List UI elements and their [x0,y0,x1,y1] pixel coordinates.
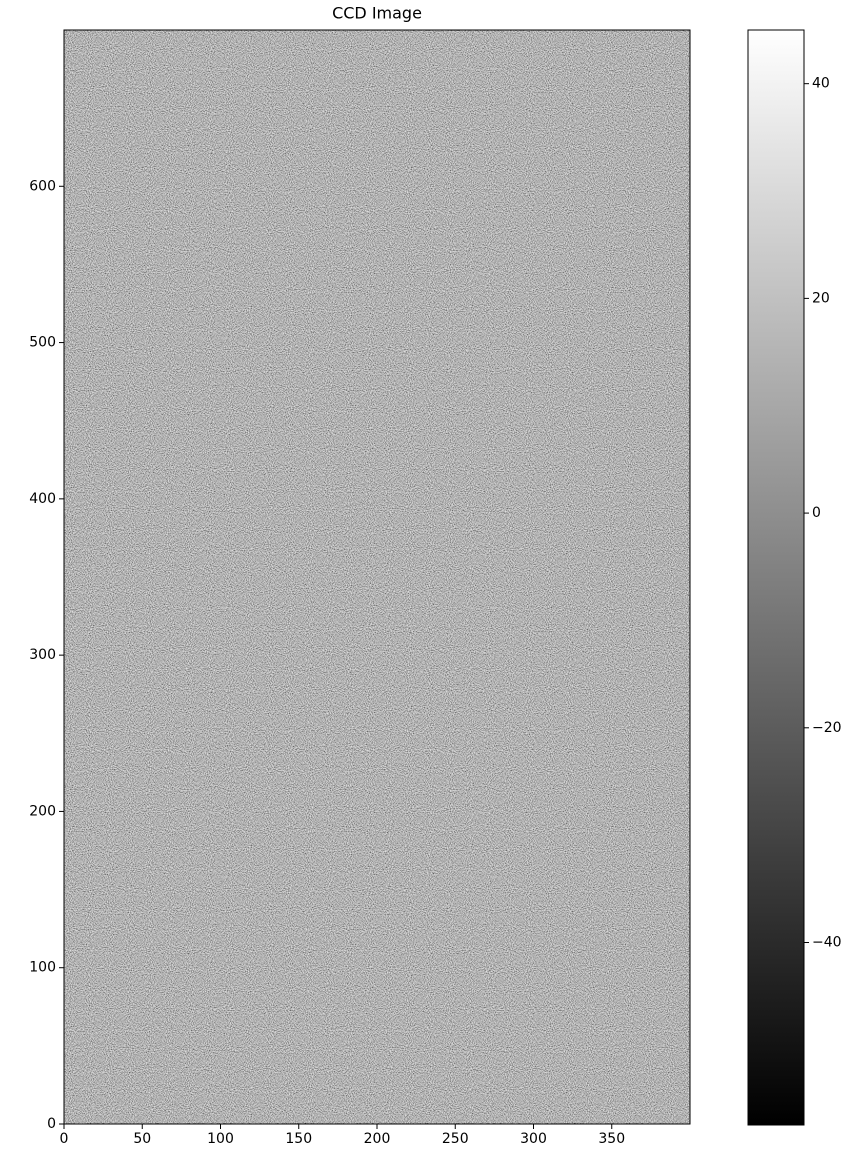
ccd-image [64,30,690,1124]
colorbar-tick-label: −40 [812,935,842,951]
x-tick-label: 0 [60,1131,69,1147]
colorbar-tick-label: 0 [812,505,821,521]
y-tick-label: 600 [29,178,56,194]
y-tick-label: 400 [29,491,56,507]
x-tick-label: 100 [207,1131,234,1147]
x-tick-label: 350 [598,1131,625,1147]
y-tick-label: 200 [29,803,56,819]
colorbar-tick-label: 20 [812,290,830,306]
x-tick-label: 300 [520,1131,547,1147]
colorbar-tick-label: −20 [812,720,842,736]
colorbar-tick-label: 40 [812,76,830,92]
x-tick-label: 50 [133,1131,151,1147]
colorbar [748,30,804,1125]
y-tick-label: 300 [29,647,56,663]
y-tick-label: 500 [29,335,56,351]
chart-title: CCD Image [332,4,422,23]
x-tick-label: 250 [442,1131,469,1147]
chart: CCD Image 050100150200250300350010020030… [0,0,856,1156]
y-tick-label: 0 [47,1116,56,1132]
x-tick-label: 200 [364,1131,391,1147]
x-tick-label: 150 [285,1131,312,1147]
y-tick-label: 100 [29,960,56,976]
